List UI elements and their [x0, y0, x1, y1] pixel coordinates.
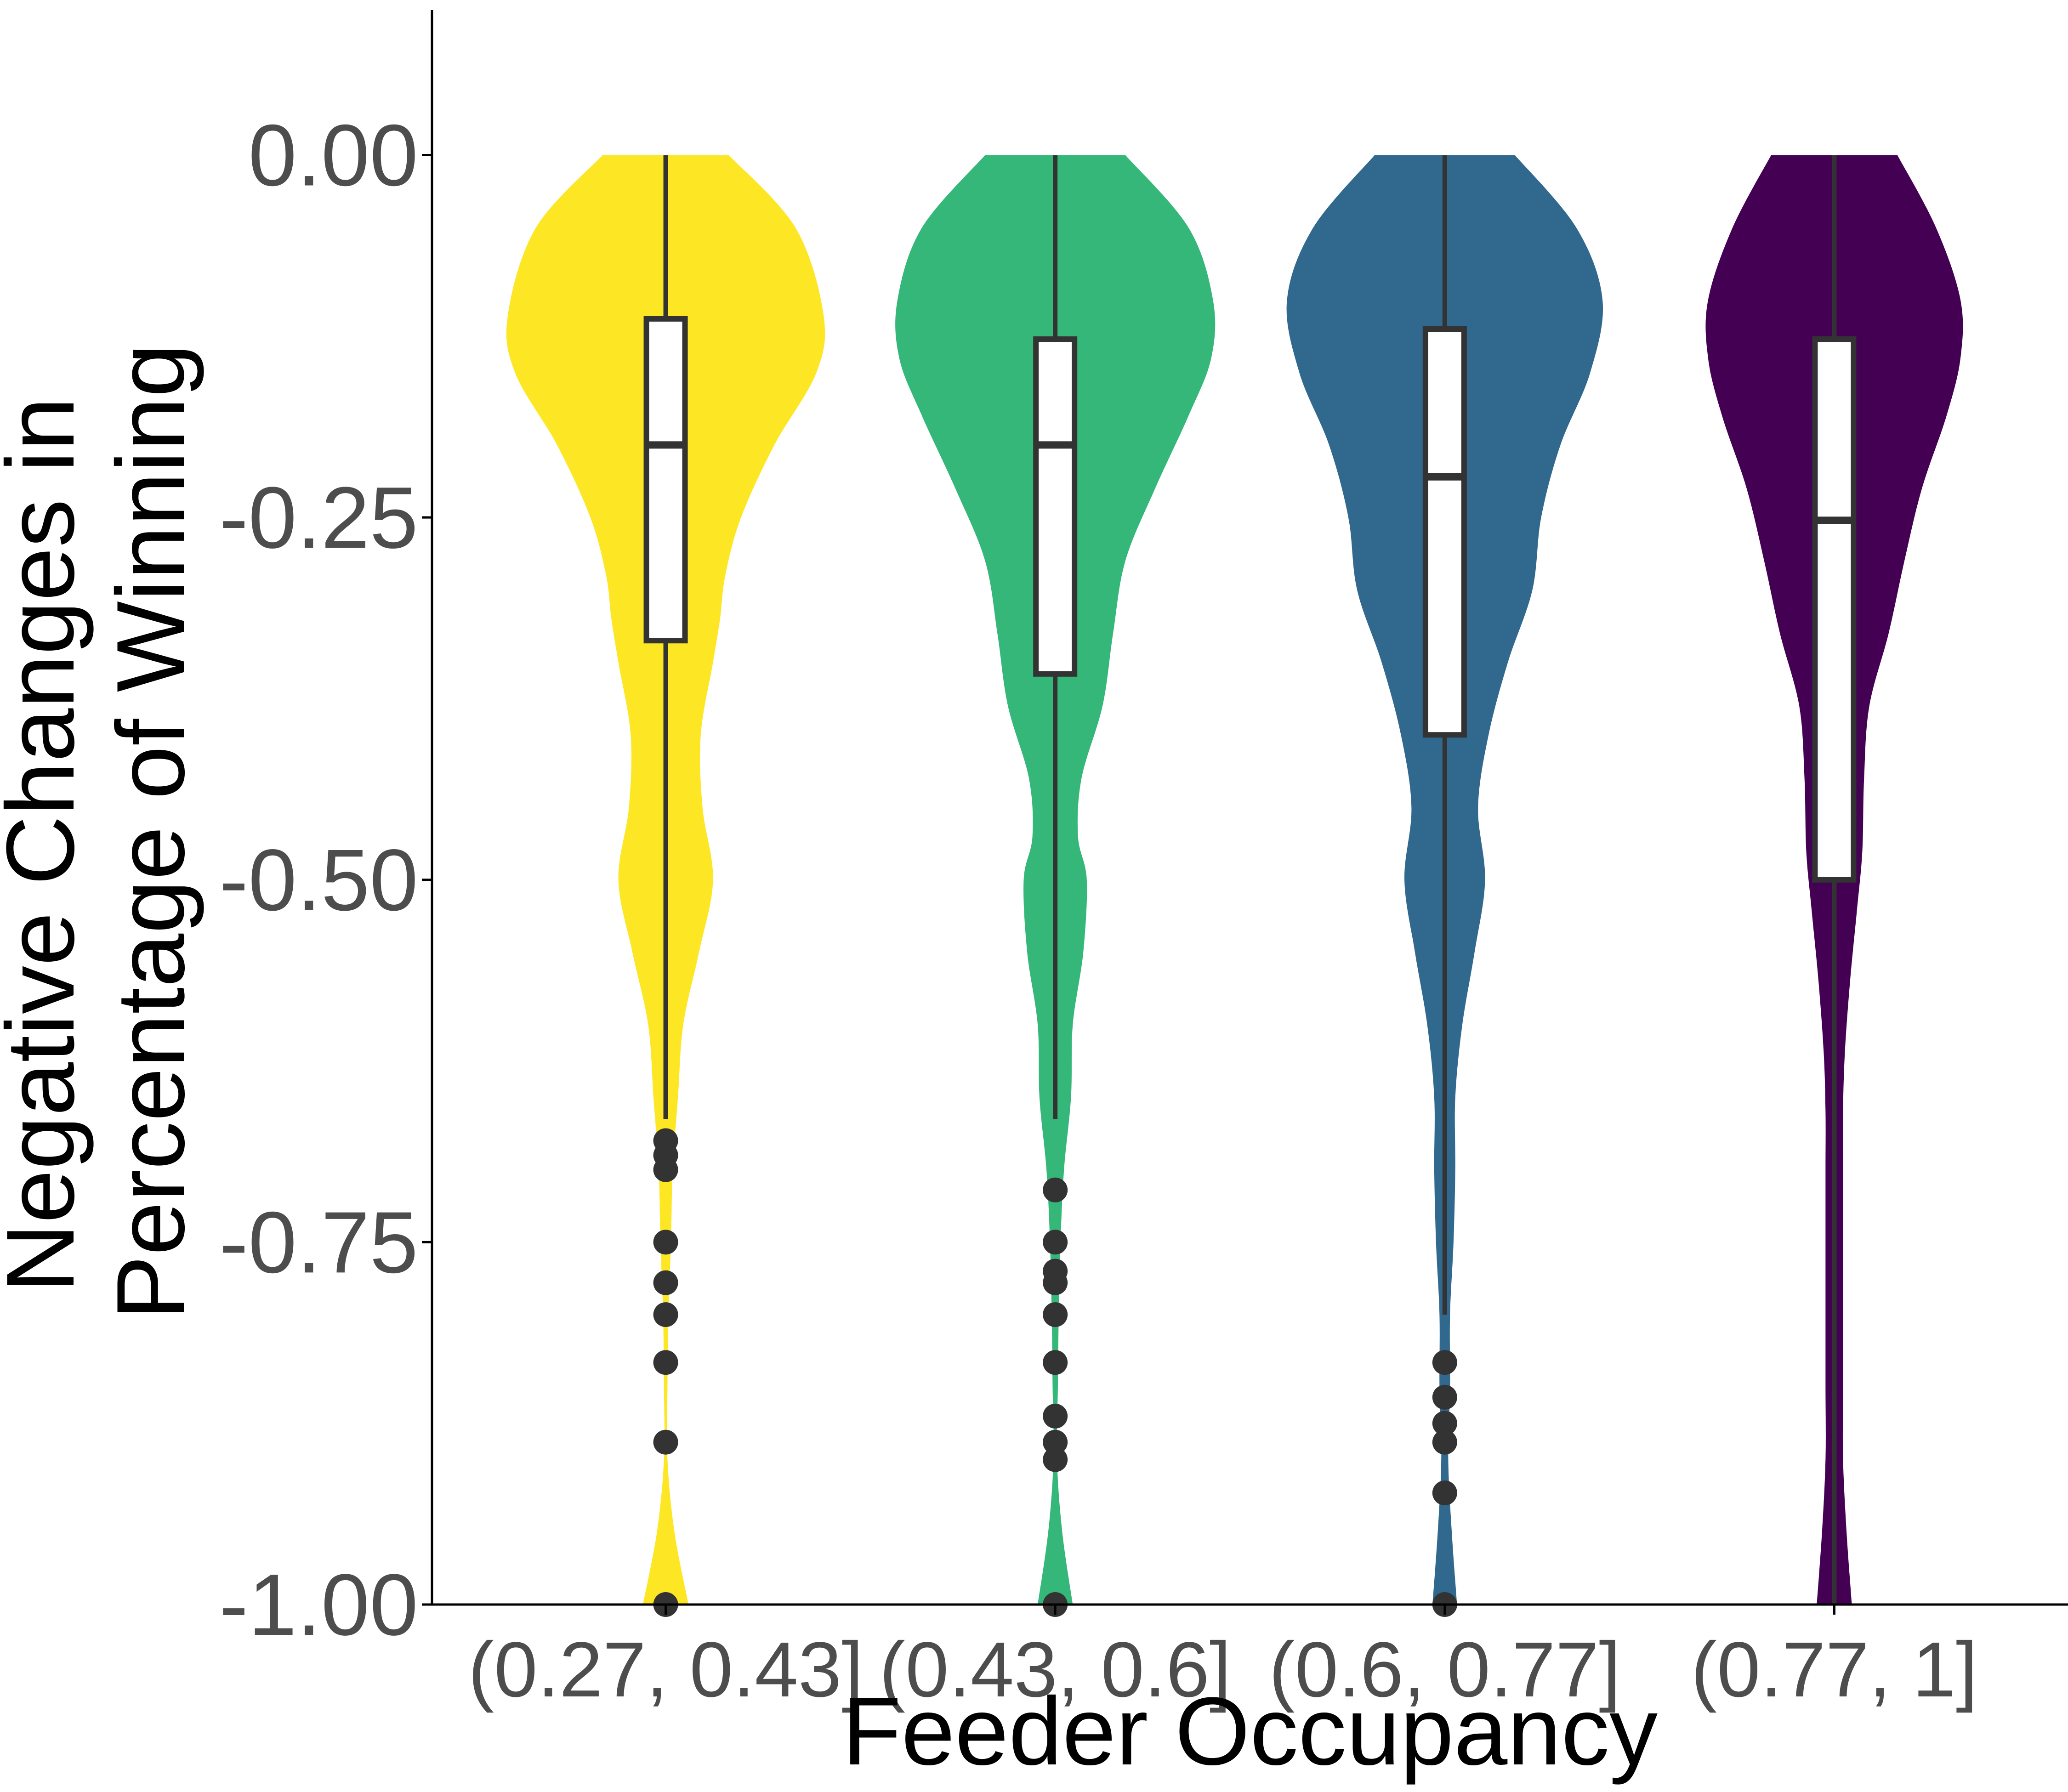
- violin-group: [1705, 155, 1963, 1605]
- x-tick-label: (0.43, 0.6]: [879, 1626, 1231, 1713]
- y-axis-title: Negative Changes in Percentage of Winnin…: [0, 344, 205, 1320]
- y-tick-label: -1.00: [219, 1556, 418, 1654]
- box-iqr: [643, 316, 688, 644]
- x-tick-label: (0.27, 0.43]: [468, 1626, 864, 1713]
- y-tick-label: 0.00: [248, 107, 418, 204]
- outlier-point: [1043, 1350, 1068, 1375]
- outlier-point: [1432, 1411, 1457, 1436]
- box-iqr: [1812, 336, 1857, 883]
- y-ticks: 0.00 -0.25 -0.50 -0.75 -1.00: [219, 107, 432, 1654]
- box-iqr: [1422, 326, 1467, 738]
- x-tick-label: (0.6, 0.77]: [1269, 1626, 1621, 1713]
- violin-group: [895, 155, 1216, 1617]
- x-tick-label: (0.77, 1]: [1691, 1626, 1978, 1713]
- y-axis-title-line-2: Percentage of Winning: [97, 344, 205, 1320]
- y-tick-label: -0.75: [219, 1194, 418, 1291]
- x-ticks: (0.27, 0.43] (0.43, 0.6] (0.6, 0.77] (0.77,…: [468, 1605, 1978, 1713]
- outlier-point: [653, 1230, 678, 1255]
- y-tick-label: -0.25: [219, 469, 418, 567]
- outlier-point: [1432, 1384, 1457, 1410]
- violin-group: [506, 155, 825, 1617]
- outlier-point: [1043, 1429, 1068, 1455]
- y-axis-title-line-1: Negative Changes in: [0, 397, 94, 1293]
- outlier-point: [1432, 1480, 1457, 1506]
- violins-layer: [506, 155, 1963, 1617]
- outlier-point: [1043, 1177, 1068, 1202]
- outlier-point: [1043, 1403, 1068, 1429]
- outlier-point: [653, 1429, 678, 1455]
- outlier-point: [653, 1350, 678, 1375]
- outlier-point: [1043, 1302, 1068, 1327]
- outlier-point: [1043, 1230, 1068, 1255]
- outlier-point: [653, 1302, 678, 1327]
- axes-layer: [431, 10, 2068, 1606]
- outlier-point: [653, 1157, 678, 1182]
- outlier-point: [1432, 1429, 1457, 1455]
- y-tick-label: -0.50: [219, 832, 418, 929]
- outlier-point: [1043, 1447, 1068, 1472]
- box-iqr: [1033, 336, 1078, 677]
- x-axis-title: Feeder Occupancy: [842, 1677, 1658, 1785]
- violin-group: [1286, 155, 1603, 1617]
- outlier-point: [1432, 1350, 1457, 1375]
- outlier-point: [1043, 1270, 1068, 1295]
- outlier-point: [653, 1270, 678, 1295]
